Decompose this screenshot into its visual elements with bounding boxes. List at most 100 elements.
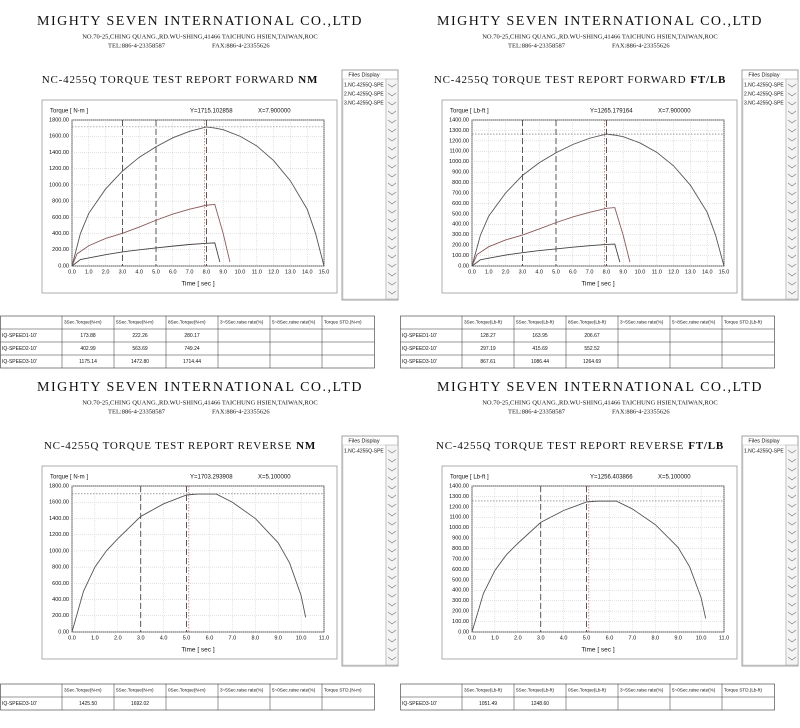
x-tick-label: 4.0 (135, 269, 143, 275)
scroll-chevron (787, 503, 797, 508)
company-name: MIGHTY SEVEN INTERNATIONAL CO.,LTD (37, 14, 363, 29)
x-tick-label: 13.0 (285, 269, 296, 275)
scroll-chevron (387, 530, 397, 535)
y-tick-label: 1800.00 (49, 117, 69, 123)
scroll-chevron (387, 191, 397, 196)
x-tick-label: 1.0 (91, 635, 99, 641)
torque-curve (471, 207, 631, 267)
x-tick-label: 10.0 (296, 635, 307, 641)
y-tick-label: 400.00 (452, 222, 469, 228)
table-row-name: IQ-SPEED3-10' (2, 701, 37, 707)
cursor-y-label: Y=1703.293908 (190, 475, 233, 481)
y-axis-label: Torque [ Lb-ft ] (450, 109, 489, 115)
y-tick-label: 1600.00 (49, 134, 69, 140)
table-header: Torque STD.(Lb-ft) (724, 320, 763, 325)
table-row-name: IQ-SPEED3-10' (402, 701, 437, 707)
x-tick-label: 10.0 (635, 269, 646, 275)
y-tick-label: 1300.00 (449, 494, 469, 500)
scroll-chevron (787, 110, 797, 115)
table-cell: 222.26 (132, 333, 148, 339)
cursor-y-label: Y=1256.403866 (590, 475, 633, 481)
table-cell: 415.69 (532, 346, 548, 352)
y-tick-label: 600.00 (52, 581, 69, 587)
y-tick-label: 700.00 (452, 190, 469, 196)
company-name: MIGHTY SEVEN INTERNATIONAL CO.,LTD (437, 14, 763, 29)
table-row-name: IQ-SPEED2-10' (2, 346, 37, 352)
files-list (342, 78, 387, 300)
files-list (742, 78, 787, 300)
scroll-chevron (787, 521, 797, 526)
scroll-chevron (387, 128, 397, 133)
cursor-x-label: X=7.900000 (258, 109, 291, 115)
y-tick-label: 1200.00 (449, 138, 469, 144)
chart-title: NC-4255Q TORQUE TEST REPORT FORWARD NM (42, 74, 318, 86)
y-tick-label: 1200.00 (49, 532, 69, 538)
table-header: 5Sec.Torque(N-m) (116, 688, 154, 693)
x-tick-label: 1.0 (485, 269, 493, 275)
scroll-chevron (387, 620, 397, 625)
x-tick-label: 7.0 (229, 635, 237, 641)
scroll-chevron (387, 110, 397, 115)
y-tick-label: 1200.00 (49, 166, 69, 172)
company-fax: FAX:886-4-23355626 (212, 408, 270, 415)
chart-title: NC-4255Q TORQUE TEST REPORT REVERSE FT/LB (436, 440, 724, 452)
table-cell: 297.19 (480, 346, 496, 352)
scroll-chevron (387, 602, 397, 607)
table-header: 8Sec.Torque(N-m) (168, 320, 206, 325)
x-tick-label: 9.0 (274, 635, 282, 641)
report-panel: MIGHTY SEVEN INTERNATIONAL CO.,LTD NO.70-… (0, 380, 399, 711)
scroll-chevron (787, 512, 797, 517)
y-tick-label: 0.00 (58, 629, 69, 635)
scroll-chevron (787, 218, 797, 223)
x-tick-label: 6.0 (569, 269, 577, 275)
scroll-chevron (387, 173, 397, 178)
company-fax: FAX:886-4-23355626 (212, 42, 270, 49)
y-tick-label: 1000.00 (449, 525, 469, 531)
scroll-chevron (787, 602, 797, 607)
table-header: 5Sec.Torque(N-m) (116, 320, 154, 325)
y-axis-label: Torque [ N-m ] (50, 475, 88, 481)
plot-area (71, 119, 325, 267)
scroll-chevron (387, 476, 397, 481)
title-unit: NM (296, 440, 316, 452)
table-cell: 1714.44 (183, 359, 201, 365)
scrollbar (385, 78, 399, 300)
x-tick-label: 3.0 (519, 269, 527, 275)
scrollbar (385, 444, 399, 666)
x-tick-label: 6.0 (169, 269, 177, 275)
scroll-chevron (387, 209, 397, 214)
scroll-chevron (787, 476, 797, 481)
scroll-chevron (787, 254, 797, 259)
table-header: 3Sec.Torque(Lb-ft) (464, 688, 503, 693)
y-tick-label: 1400.00 (449, 117, 469, 123)
file-item: 2.NC-4255Q-SPE (344, 91, 384, 97)
scroll-chevron (787, 494, 797, 499)
scroll-chevron (387, 92, 397, 97)
table-header: 5Sec.Torque(Lb-ft) (516, 320, 555, 325)
x-tick-label: 6.0 (206, 635, 214, 641)
scroll-chevron (787, 656, 797, 661)
x-tick-label: 10.0 (696, 635, 707, 641)
table-row-name: IQ-SPEED1-10' (402, 333, 437, 339)
scroll-chevron (787, 611, 797, 616)
x-axis-label: Time [ sec ] (181, 281, 215, 288)
y-axis-label: Torque [ N-m ] (50, 109, 88, 115)
scroll-chevron (387, 137, 397, 142)
table-header: 5~8Sec.raise rate(%) (672, 320, 716, 325)
cursor-x-label: X=7.900000 (658, 109, 691, 115)
file-item: 1.NC-4255Q-SPE (344, 448, 384, 454)
x-tick-label: 7.0 (629, 635, 637, 641)
y-tick-label: 800.00 (452, 546, 469, 552)
x-tick-label: 14.0 (302, 269, 313, 275)
x-tick-label: 5.0 (183, 635, 191, 641)
y-tick-label: 1000.00 (449, 159, 469, 165)
scroll-chevron (387, 281, 397, 286)
scroll-chevron (387, 485, 397, 490)
file-item: 1.NC-4255Q-SPE (344, 82, 384, 88)
scroll-chevron (387, 101, 397, 106)
x-tick-label: 5.0 (583, 635, 591, 641)
chart-title: NC-4255Q TORQUE TEST REPORT FORWARD FT/LB (434, 74, 726, 86)
y-tick-label: 300.00 (452, 232, 469, 238)
scroll-chevron (787, 173, 797, 178)
